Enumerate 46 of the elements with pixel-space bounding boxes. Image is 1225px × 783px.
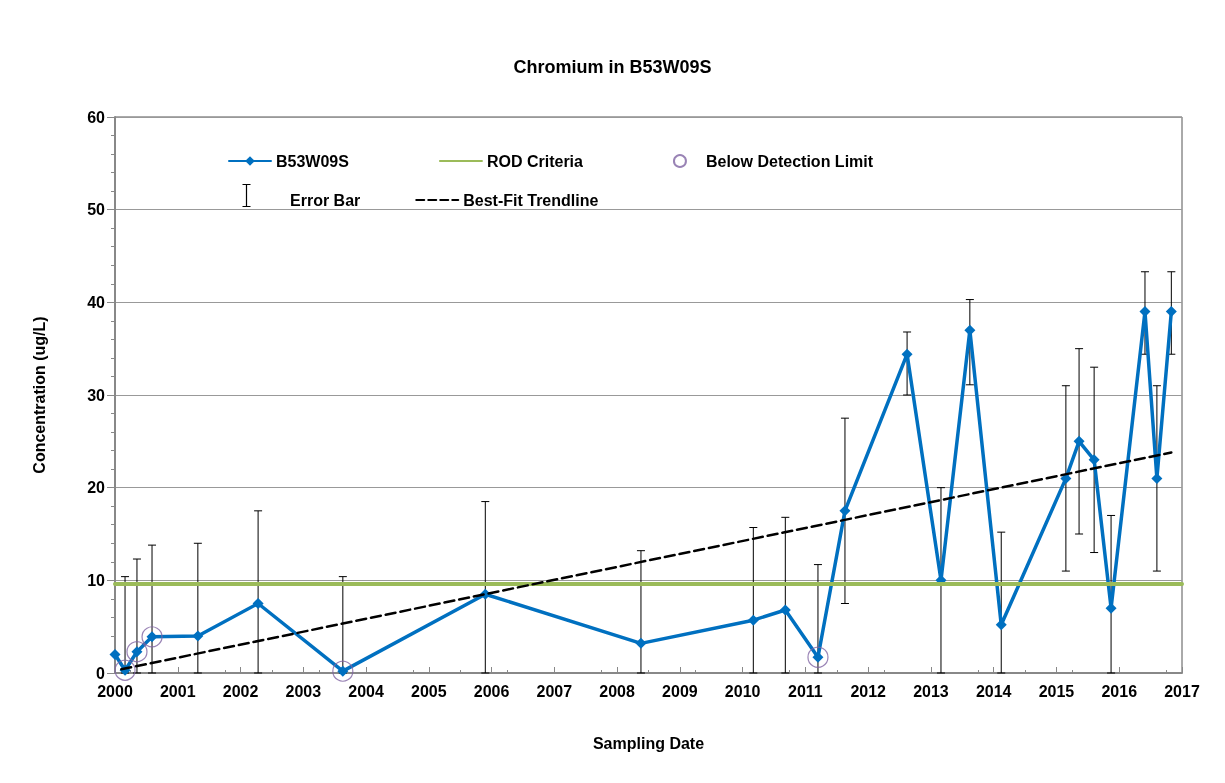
x-tick-label: 2017 bbox=[1164, 682, 1200, 700]
point bbox=[252, 598, 264, 609]
x-tick-label: 2003 bbox=[285, 682, 322, 700]
y-axis-title: Concentration (ug/L) bbox=[30, 316, 48, 474]
x-tick-label: 2007 bbox=[536, 682, 573, 700]
point bbox=[141, 626, 163, 648]
x-tick-label: 2010 bbox=[724, 682, 761, 700]
point bbox=[779, 604, 791, 616]
legend-label: Best-Fit Trendline bbox=[463, 191, 599, 209]
annotation: Error Bar bbox=[290, 191, 361, 209]
y-tick-label: 60 bbox=[87, 108, 106, 126]
point bbox=[114, 659, 136, 681]
x-tick-label: 2005 bbox=[411, 682, 447, 700]
y-tick-label: 0 bbox=[96, 664, 106, 682]
point bbox=[109, 648, 121, 660]
y-tick-label: 20 bbox=[87, 479, 106, 497]
chart-title: Chromium in B53W09S bbox=[513, 57, 712, 77]
y-tick-label: 30 bbox=[87, 386, 106, 404]
point bbox=[192, 630, 204, 642]
x-tick-label: 2000 bbox=[97, 682, 133, 700]
x-tick-label: 2004 bbox=[348, 682, 384, 700]
x-tick-label: 2001 bbox=[159, 682, 196, 700]
point bbox=[126, 641, 148, 663]
point bbox=[747, 614, 759, 626]
x-axis-title: Sampling Date bbox=[592, 734, 705, 752]
x-tick-label: 2008 bbox=[599, 682, 636, 700]
x-tick-label: 2002 bbox=[222, 682, 259, 700]
point bbox=[635, 637, 647, 649]
point bbox=[807, 646, 829, 668]
point bbox=[1073, 435, 1085, 447]
x-tick-label: 2009 bbox=[662, 682, 698, 700]
y-tick-label: 10 bbox=[87, 571, 106, 589]
x-tick-label: 2013 bbox=[913, 682, 949, 700]
point bbox=[839, 505, 851, 517]
x-tick-label: 2011 bbox=[788, 682, 823, 700]
x-tick-label: 2006 bbox=[473, 682, 510, 700]
x-tick-label: 2015 bbox=[1038, 682, 1075, 700]
y-tick-label: 40 bbox=[87, 293, 106, 311]
point bbox=[332, 660, 354, 682]
x-tick-label: 2016 bbox=[1101, 682, 1138, 700]
x-tick-label: 2012 bbox=[850, 682, 887, 700]
x-tick-label: 2014 bbox=[975, 682, 1012, 700]
legend-label: B53W09S bbox=[276, 152, 350, 170]
legend-label: ROD Criteria bbox=[486, 152, 584, 170]
legend-label: Below Detection Limit bbox=[705, 152, 874, 170]
y-tick-label: 50 bbox=[87, 201, 106, 219]
